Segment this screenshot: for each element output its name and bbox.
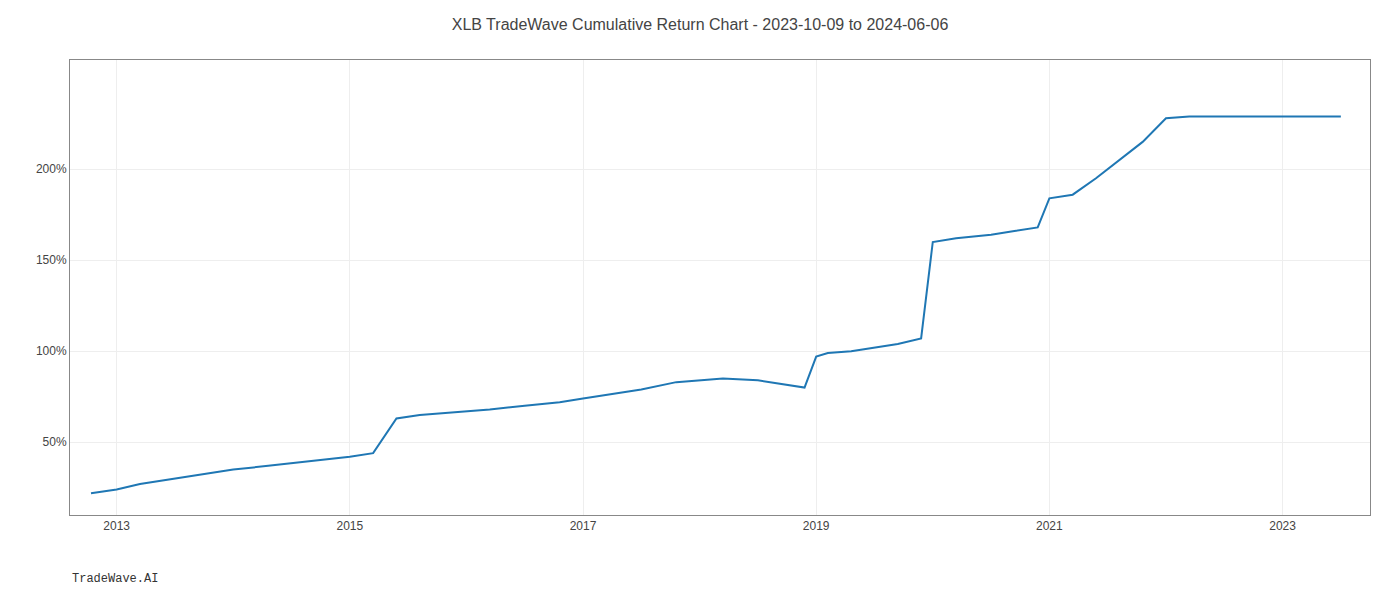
svg-text:2023: 2023 xyxy=(1269,519,1296,533)
svg-text:TradeWave.AI: TradeWave.AI xyxy=(72,572,158,586)
svg-text:2021: 2021 xyxy=(1036,519,1063,533)
svg-text:150%: 150% xyxy=(36,253,67,267)
svg-text:XLB TradeWave Cumulative Retur: XLB TradeWave Cumulative Return Chart - … xyxy=(452,16,949,33)
svg-text:50%: 50% xyxy=(43,435,67,449)
svg-text:2019: 2019 xyxy=(803,519,830,533)
svg-text:200%: 200% xyxy=(36,162,67,176)
svg-text:2013: 2013 xyxy=(103,519,130,533)
svg-text:2015: 2015 xyxy=(336,519,363,533)
svg-text:2017: 2017 xyxy=(570,519,597,533)
svg-text:100%: 100% xyxy=(36,344,67,358)
